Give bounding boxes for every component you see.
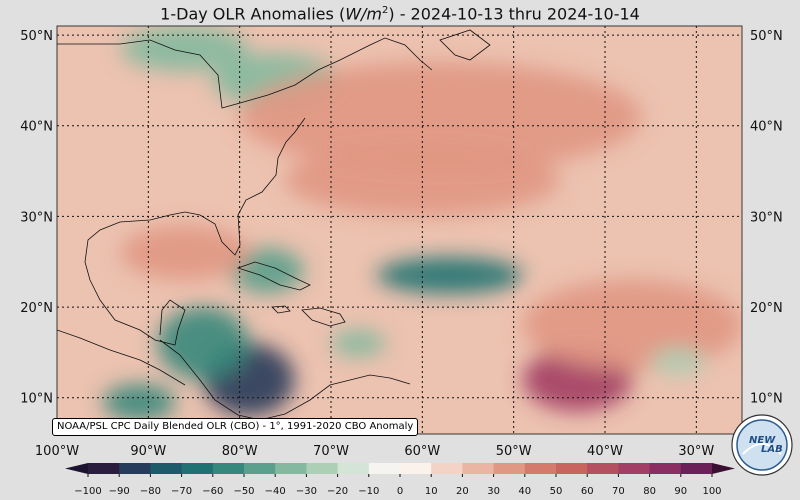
newfoundland-outline — [439, 29, 491, 61]
anomaly-blob — [102, 384, 176, 421]
colorbar-segment — [150, 463, 183, 474]
colorbar-left-arrow — [65, 463, 88, 474]
colorbar-tick-label: 100 — [702, 486, 721, 497]
colorbar-tick-label: −30 — [296, 486, 317, 497]
latitude-label: 40°N — [20, 120, 53, 135]
colorbar-segment — [212, 463, 245, 474]
latitude-label: 40°N — [750, 120, 783, 135]
colorbar-tick-label: −40 — [265, 486, 286, 497]
colorbar-tick-label: 0 — [397, 486, 403, 497]
colorbar-tick-label: −90 — [109, 486, 130, 497]
colorbar-tick-label: 90 — [674, 486, 687, 497]
colorbar-tick-label: 30 — [487, 486, 500, 497]
colorbar-tick-label: 70 — [612, 486, 625, 497]
map-area — [57, 26, 742, 434]
colorbar-segment — [88, 463, 120, 474]
colorbar-segment — [275, 463, 307, 474]
colorbar-tick-label: −60 — [202, 486, 223, 497]
colorbar-tick-label: −50 — [233, 486, 254, 497]
coastlines — [57, 29, 491, 421]
latitude-label: 30°N — [750, 210, 783, 225]
anomaly-blob — [230, 248, 304, 294]
longitude-label: 100°W — [35, 444, 79, 459]
latitude-label: 50°N — [750, 29, 783, 44]
colorbar-tick-label: −80 — [140, 486, 161, 497]
colorbar-segment — [181, 463, 214, 474]
anomaly-blob — [285, 143, 560, 217]
colorbar-segment — [368, 463, 401, 474]
longitude-label: 60°W — [404, 444, 440, 459]
chart-title: 1-Day OLR Anomalies (W/m2) - 2024-10-13 … — [0, 0, 800, 24]
latitude-labels-right: 50°N 40°N 30°N 20°N 10°N — [750, 29, 783, 407]
colorbar-segment — [680, 463, 713, 474]
title-unit-exponent: 2 — [381, 5, 389, 16]
colorbar-tick-label: 80 — [643, 486, 656, 497]
colorbar-segment — [337, 463, 370, 474]
colorbar-tick-label: 10 — [425, 486, 438, 497]
colorbar-segment — [649, 463, 682, 474]
anomaly-blob — [120, 26, 249, 72]
data-source-label: NOAA/PSL CPC Daily Blended OLR (CBO) - 1… — [52, 418, 419, 436]
longitude-label: 40°W — [587, 444, 623, 459]
anomaly-blob — [376, 257, 523, 294]
newlab-logo: NEW LAB — [731, 414, 793, 476]
hispaniola-outline — [301, 307, 346, 327]
latitude-label: 20°N — [20, 301, 53, 316]
latitude-label: 20°N — [750, 301, 783, 316]
colorbar-segment — [400, 463, 432, 474]
longitude-label: 80°W — [222, 444, 258, 459]
latitude-label: 30°N — [20, 210, 53, 225]
anomaly-blob — [120, 225, 249, 280]
colorbar-right-arrow — [712, 463, 735, 474]
longitude-label: 50°W — [496, 444, 532, 459]
latitude-labels-left: 50°N 40°N 30°N 20°N 10°N — [20, 29, 53, 407]
colorbar-tick-label: −100 — [74, 486, 101, 497]
jamaica-outline — [271, 305, 291, 314]
colorbar-tick-label: 50 — [550, 486, 563, 497]
longitude-label: 90°W — [130, 444, 166, 459]
latitude-label: 50°N — [20, 29, 53, 44]
colorbar-tick-label: 60 — [581, 486, 594, 497]
colorbar-segment — [306, 463, 339, 474]
colorbar-segment — [493, 463, 526, 474]
longitude-label: 30°W — [678, 444, 714, 459]
anomaly-layer — [102, 26, 742, 421]
south-america-coast — [259, 374, 411, 421]
title-prefix: 1-Day OLR Anomalies ( — [160, 4, 346, 24]
cuba-outline — [236, 261, 311, 291]
us-east-coastline — [57, 37, 433, 421]
title-unit: W/m — [345, 4, 382, 24]
longitude-label: 70°W — [313, 444, 349, 459]
colorbar-segment — [462, 463, 495, 474]
logo-text-left: NEW — [749, 435, 776, 446]
colorbar-tick-label: −70 — [171, 486, 192, 497]
colorbar-segment — [524, 463, 557, 474]
anomaly-blob — [239, 62, 642, 172]
colorbar-tick-label: −10 — [358, 486, 379, 497]
anomaly-blob — [522, 279, 742, 371]
colorbar-segment — [244, 463, 276, 474]
colorbar: −100 −90 −80 −70 −60 −50 −40 −30 −20 −10 0 10 20 30 40… — [65, 463, 735, 497]
colorbar-segment — [119, 463, 151, 474]
colorbar-segment — [431, 463, 463, 474]
anomaly-blob — [331, 329, 386, 357]
anomaly-blob — [157, 307, 249, 380]
latitude-label: 10°N — [20, 392, 53, 407]
longitude-labels: 100°W 90°W 80°W 70°W 60°W 50°W 40°W 30°W — [35, 444, 715, 459]
colorbar-segment — [587, 463, 619, 474]
title-suffix: ) - 2024-10-13 thru 2024-10-14 — [388, 4, 640, 24]
colorbar-segment — [618, 463, 651, 474]
colorbar-tick-label: −20 — [327, 486, 348, 497]
logo-text-right: LAB — [761, 444, 783, 455]
colorbar-tick-label: 20 — [456, 486, 469, 497]
gridlines — [57, 26, 742, 434]
anomaly-blob — [650, 347, 706, 376]
colorbar-tick-label: 40 — [518, 486, 531, 497]
latitude-label: 10°N — [750, 392, 783, 407]
colorbar-segment — [556, 463, 588, 474]
